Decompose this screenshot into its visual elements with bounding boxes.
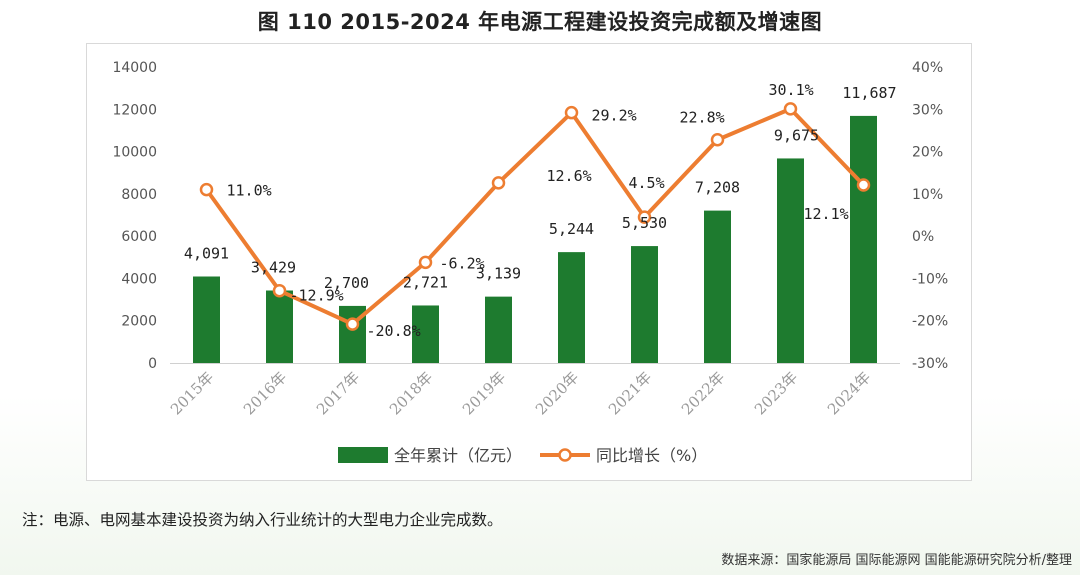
bar-value-label: 9,675 bbox=[774, 126, 819, 144]
y-left-tick-label: 14000 bbox=[112, 60, 157, 76]
legend-line-label: 同比增长（%） bbox=[596, 446, 707, 465]
bar bbox=[850, 115, 877, 363]
y-left-tick-label: 10000 bbox=[112, 145, 157, 161]
y-left-tick-label: 2000 bbox=[121, 314, 157, 330]
growth-point bbox=[491, 176, 506, 190]
legend-bar-label: 全年累计（亿元） bbox=[394, 446, 522, 465]
line-value-label: -12.9% bbox=[290, 287, 344, 305]
line-value-label: 4.5% bbox=[629, 174, 665, 192]
combo-chart: 0 2000 4000 6000 8000 10000 12000 14000 -30% -20%… bbox=[112, 60, 948, 465]
y-left-tick-label: 8000 bbox=[121, 187, 157, 203]
x-tick-label: 2018年 bbox=[386, 368, 436, 418]
growth-point bbox=[418, 255, 433, 270]
y-left-tick-label: 0 bbox=[148, 356, 157, 372]
y-left-tick-label: 12000 bbox=[112, 102, 157, 118]
line-value-label: 30.1% bbox=[769, 81, 814, 99]
y-right-tick-label: 20% bbox=[912, 145, 943, 161]
x-tick-label: 2019年 bbox=[459, 368, 509, 418]
x-tick-label: 2022年 bbox=[678, 368, 728, 418]
x-tick-label: 2016年 bbox=[240, 368, 290, 418]
growth-point bbox=[637, 210, 652, 224]
data-source: 数据来源：国家能源局 国际能源网 国能能源研究院分析/整理 bbox=[721, 553, 1072, 568]
y-right-tick-label: 0% bbox=[912, 229, 934, 245]
line-value-label: 12.6% bbox=[547, 167, 592, 185]
y-right-tick-label: 40% bbox=[912, 60, 943, 76]
chart-frame bbox=[86, 43, 972, 481]
growth-point bbox=[199, 182, 214, 197]
footnote: 注：电源、电网基本建设投资为纳入行业统计的大型电力企业完成数。 bbox=[22, 511, 503, 529]
line-value-label: 11.0% bbox=[227, 182, 272, 200]
growth-point bbox=[710, 132, 725, 147]
line-value-label: 12.1% bbox=[804, 205, 849, 223]
growth-point bbox=[272, 283, 287, 298]
chart-title: 图 110 2015-2024 年电源工程建设投资完成额及增速图 bbox=[257, 10, 823, 34]
bar bbox=[777, 158, 804, 363]
x-tick-label: 2024年 bbox=[824, 368, 874, 418]
bar-value-label: 7,208 bbox=[695, 179, 740, 197]
growth-point bbox=[564, 105, 579, 120]
line-value-label: -6.2% bbox=[440, 254, 485, 272]
y-right-tick-label: 30% bbox=[912, 102, 943, 118]
bar bbox=[193, 276, 220, 363]
growth-line bbox=[204, 106, 866, 327]
line-value-label: -20.8% bbox=[367, 322, 421, 340]
growth-point bbox=[856, 178, 871, 192]
x-tick-label: 2015年 bbox=[167, 368, 217, 418]
growth-point bbox=[783, 102, 798, 116]
bar bbox=[412, 305, 439, 363]
y-right-tick-label: -20% bbox=[912, 314, 948, 330]
growth-point bbox=[345, 317, 360, 331]
bar-value-label: 4,091 bbox=[184, 245, 229, 263]
line-value-label: 29.2% bbox=[592, 107, 637, 125]
bar-value-label: 2,721 bbox=[403, 273, 448, 291]
bar bbox=[631, 246, 658, 363]
y-right-tick-label: -10% bbox=[912, 271, 948, 287]
x-tick-label: 2021年 bbox=[605, 368, 655, 418]
y-right-tick-label: 10% bbox=[912, 187, 943, 203]
legend-bar-swatch bbox=[338, 447, 388, 463]
y-left-tick-label: 4000 bbox=[121, 271, 157, 287]
y-right-tick-label: -30% bbox=[912, 356, 948, 372]
x-tick-label: 2023年 bbox=[751, 368, 801, 418]
x-tick-label: 2017年 bbox=[313, 368, 363, 418]
bar bbox=[266, 290, 293, 363]
bar bbox=[485, 296, 512, 363]
bar-value-label: 5,530 bbox=[622, 214, 667, 232]
bar-value-label: 2,700 bbox=[324, 274, 369, 292]
bar bbox=[704, 210, 731, 363]
bar bbox=[558, 252, 585, 363]
line-value-label: 22.8% bbox=[680, 109, 725, 127]
y-left-tick-label: 6000 bbox=[121, 229, 157, 245]
bar-value-label: 3,139 bbox=[476, 265, 521, 283]
legend-line-marker bbox=[558, 448, 572, 462]
x-tick-label: 2020年 bbox=[532, 368, 582, 418]
bar-value-label: 11,687 bbox=[842, 84, 896, 102]
bar-value-label: 3,429 bbox=[251, 259, 296, 277]
bar-value-label: 5,244 bbox=[549, 220, 594, 238]
